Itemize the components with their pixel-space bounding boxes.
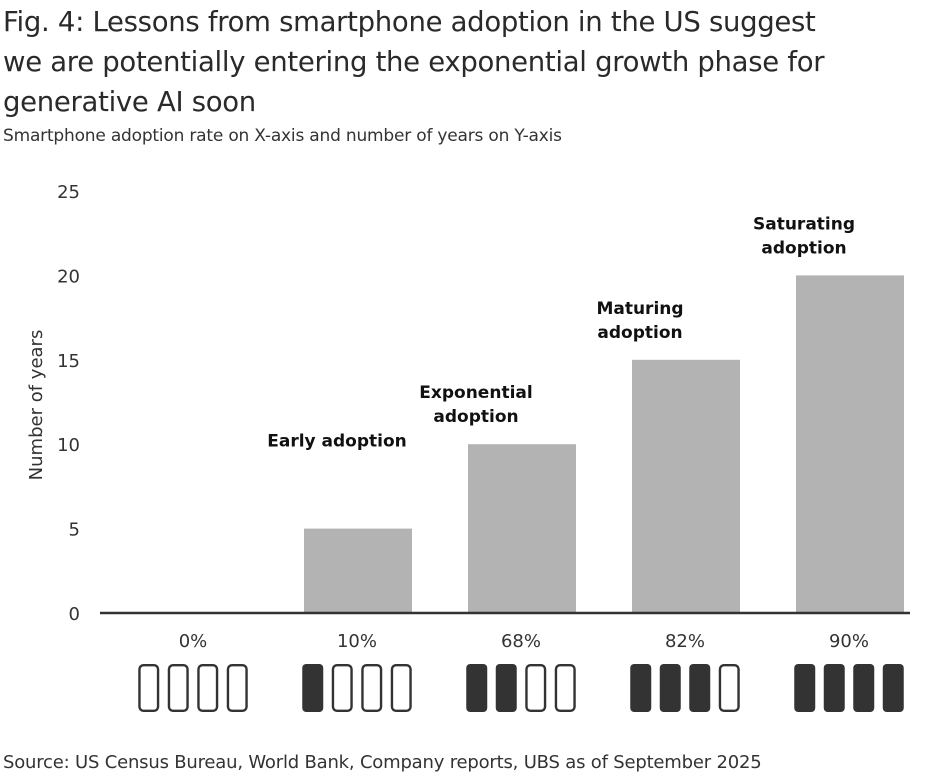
phase-label: adoption (761, 238, 846, 258)
x-category-label: 10% (337, 631, 377, 652)
phone-icon-group (794, 664, 904, 712)
y-tick-label: 20 (57, 266, 80, 287)
phone-outline-icon (525, 664, 547, 713)
phone-filled-icon (302, 664, 324, 712)
chart-subtitle: Smartphone adoption rate on X-axis and n… (3, 126, 562, 146)
phone-filled-icon (689, 664, 711, 712)
x-axis-categories: 0% 10% 68% 82% 90% (179, 631, 869, 652)
title-line-2: we are potentially entering the exponent… (3, 46, 825, 78)
y-tick-label: 10 (57, 435, 80, 456)
phone-filled-icon (495, 664, 517, 712)
phone-filled-icon (882, 664, 904, 712)
phone-outline-icon (226, 664, 248, 713)
y-tick-label: 25 (57, 182, 80, 203)
y-axis-ticks: 0 5 10 15 20 25 (57, 182, 80, 625)
phone-filled-icon (853, 664, 875, 712)
phone-icon-group (466, 664, 576, 713)
phase-label: adoption (433, 407, 518, 427)
bar (468, 444, 576, 613)
phone-icon-group (302, 664, 412, 713)
phone-filled-icon (630, 664, 652, 712)
phone-filled-icon (794, 664, 816, 712)
y-tick-label: 5 (69, 520, 80, 541)
phone-filled-icon (466, 664, 488, 712)
phase-label: Exponential (419, 383, 532, 403)
bar (796, 275, 904, 613)
bars (304, 275, 904, 613)
phone-outline-icon (390, 664, 412, 713)
phone-filled-icon (659, 664, 681, 712)
phone-outline-icon (138, 664, 160, 713)
chart-title: Fig. 4: Lessons from smartphone adoption… (3, 2, 923, 122)
x-category-label: 90% (829, 631, 869, 652)
y-tick-label: 15 (57, 351, 80, 372)
phase-label: Early adoption (267, 432, 407, 452)
phone-icon-group (138, 664, 248, 713)
phone-outline-icon (554, 664, 576, 713)
x-category-label: 0% (179, 631, 208, 652)
phase-label: adoption (597, 323, 682, 343)
phone-outline-icon (361, 664, 383, 713)
phone-icon-groups (138, 664, 904, 713)
bar (304, 528, 412, 613)
phone-outline-icon (718, 664, 740, 713)
phone-filled-icon (823, 664, 845, 712)
phone-outline-icon (197, 664, 219, 713)
title-line-1: Fig. 4: Lessons from smartphone adoption… (3, 6, 816, 38)
phone-outline-icon (331, 664, 353, 713)
bar (632, 359, 740, 613)
title-line-3: generative AI soon (3, 86, 256, 118)
phase-labels: Early adoption Exponential adoption Maturin… (267, 214, 855, 451)
x-category-label: 82% (665, 631, 705, 652)
y-axis-label: Number of years (26, 330, 47, 481)
phone-outline-icon (167, 664, 189, 713)
phase-label: Saturating (753, 214, 855, 234)
y-tick-label: 0 (69, 604, 80, 625)
phase-label: Maturing (596, 299, 683, 319)
phone-icon-group (630, 664, 740, 713)
x-category-label: 68% (501, 631, 541, 652)
source-note: Source: US Census Bureau, World Bank, Co… (3, 752, 762, 773)
